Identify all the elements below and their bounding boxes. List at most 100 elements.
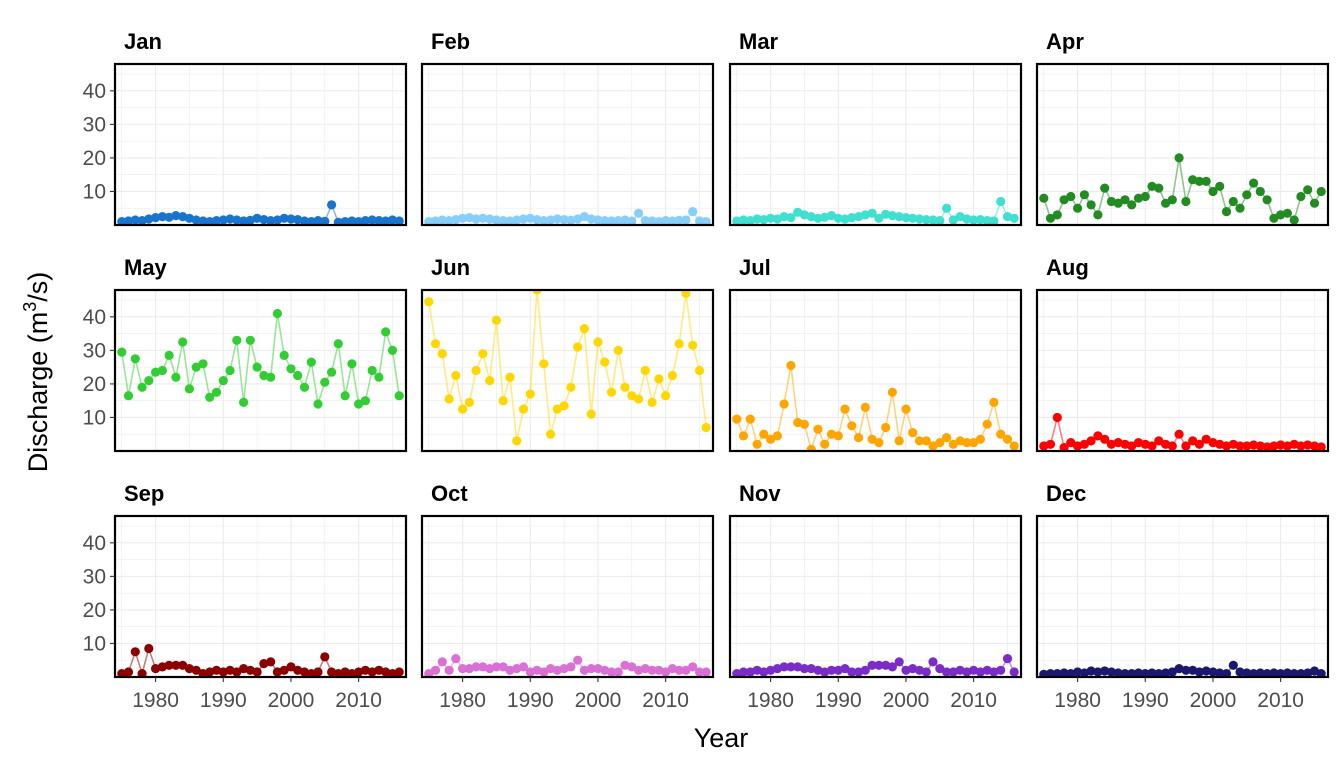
data-point xyxy=(867,208,877,218)
panel-border xyxy=(1035,514,1330,679)
data-point xyxy=(914,436,925,446)
data-point xyxy=(1002,434,1013,444)
x-tick-label: 2000 xyxy=(268,689,315,712)
data-point xyxy=(1303,440,1313,450)
data-point xyxy=(525,389,535,399)
data-point xyxy=(157,212,167,222)
data-point xyxy=(759,429,769,439)
data-point xyxy=(374,216,384,225)
data-point xyxy=(178,337,188,347)
data-point xyxy=(975,215,986,225)
data-point xyxy=(1073,667,1083,677)
data-point xyxy=(232,335,242,345)
data-point xyxy=(1316,442,1326,451)
data-point xyxy=(347,359,357,369)
x-tick-label: 2010 xyxy=(1257,689,1304,712)
data-point xyxy=(779,399,789,409)
data-point xyxy=(1059,443,1069,451)
panel-apr: Apr xyxy=(1035,29,1330,227)
data-point xyxy=(191,665,201,675)
data-point xyxy=(360,396,370,406)
data-point xyxy=(117,347,127,357)
data-point xyxy=(928,441,938,451)
data-point xyxy=(559,401,569,411)
data-point xyxy=(867,660,877,670)
data-point xyxy=(1086,666,1096,676)
data-point xyxy=(1296,669,1306,677)
data-point xyxy=(894,657,904,667)
panel-mar: Mar xyxy=(728,29,1023,227)
data-point xyxy=(586,409,596,419)
data-point xyxy=(485,376,495,386)
data-point xyxy=(1174,429,1184,439)
data-point xyxy=(1276,440,1286,450)
panel-title: Nov xyxy=(739,481,781,506)
data-point xyxy=(1201,434,1211,444)
data-point xyxy=(1161,668,1171,677)
data-point xyxy=(327,367,337,377)
data-point xyxy=(1154,436,1164,446)
data-point xyxy=(1045,669,1056,677)
data-point xyxy=(1167,667,1177,677)
y-axis-label-end: /s) xyxy=(23,272,53,302)
data-point xyxy=(430,216,441,225)
y-tick-label: 40 xyxy=(83,306,106,329)
data-point xyxy=(752,439,762,449)
panel-border xyxy=(420,514,715,679)
data-point xyxy=(806,444,816,451)
data-point xyxy=(252,213,262,223)
data-point xyxy=(117,217,127,225)
data-point xyxy=(1086,200,1096,210)
data-point xyxy=(694,365,705,376)
panel-border xyxy=(113,62,408,227)
data-point xyxy=(667,370,678,381)
data-point xyxy=(1194,176,1204,186)
panel-title: Aug xyxy=(1046,255,1089,280)
data-point xyxy=(1147,668,1157,677)
data-point xyxy=(566,382,576,392)
panel-border xyxy=(1035,288,1330,453)
data-point xyxy=(491,662,501,672)
data-point xyxy=(1215,668,1225,677)
data-point xyxy=(518,662,529,672)
x-tick-label: 1990 xyxy=(815,689,862,712)
data-point xyxy=(1221,669,1232,677)
data-point xyxy=(674,665,684,675)
panel-title: Mar xyxy=(739,29,779,54)
y-tick-label: 10 xyxy=(83,632,106,655)
data-point xyxy=(942,667,952,677)
series-jul xyxy=(732,360,1019,451)
series-jan xyxy=(117,200,404,225)
data-point xyxy=(738,215,749,225)
data-point xyxy=(1052,669,1062,677)
data-point xyxy=(1249,669,1259,677)
data-point xyxy=(1066,438,1076,448)
data-point xyxy=(573,342,583,352)
data-point xyxy=(887,662,898,672)
data-point xyxy=(259,215,269,225)
data-point xyxy=(191,215,201,225)
data-point xyxy=(745,414,755,424)
data-point xyxy=(874,660,884,670)
data-point xyxy=(171,211,181,221)
x-tick-label: 1980 xyxy=(439,689,486,712)
data-point xyxy=(279,665,289,675)
data-point xyxy=(437,349,447,359)
data-point xyxy=(1181,665,1191,675)
data-point xyxy=(948,215,958,225)
data-point xyxy=(881,422,891,433)
data-point xyxy=(367,365,377,376)
data-point xyxy=(539,216,549,225)
data-point xyxy=(245,335,255,345)
data-point xyxy=(694,667,705,677)
data-point xyxy=(948,439,958,449)
data-point xyxy=(1086,436,1096,446)
data-point xyxy=(458,404,468,414)
series-sep xyxy=(117,643,404,677)
data-point xyxy=(444,665,454,675)
panel-border xyxy=(728,514,1023,679)
data-point xyxy=(340,391,350,401)
data-point xyxy=(661,667,671,677)
data-point xyxy=(458,664,468,674)
